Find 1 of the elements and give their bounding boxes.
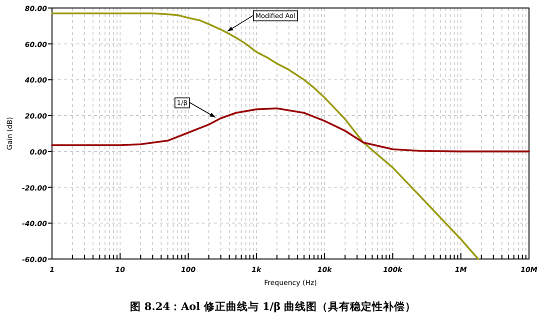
caption: 图 8.24：Aol 修正曲线与 1/β 曲线图（具有稳定性补偿） (130, 300, 416, 313)
